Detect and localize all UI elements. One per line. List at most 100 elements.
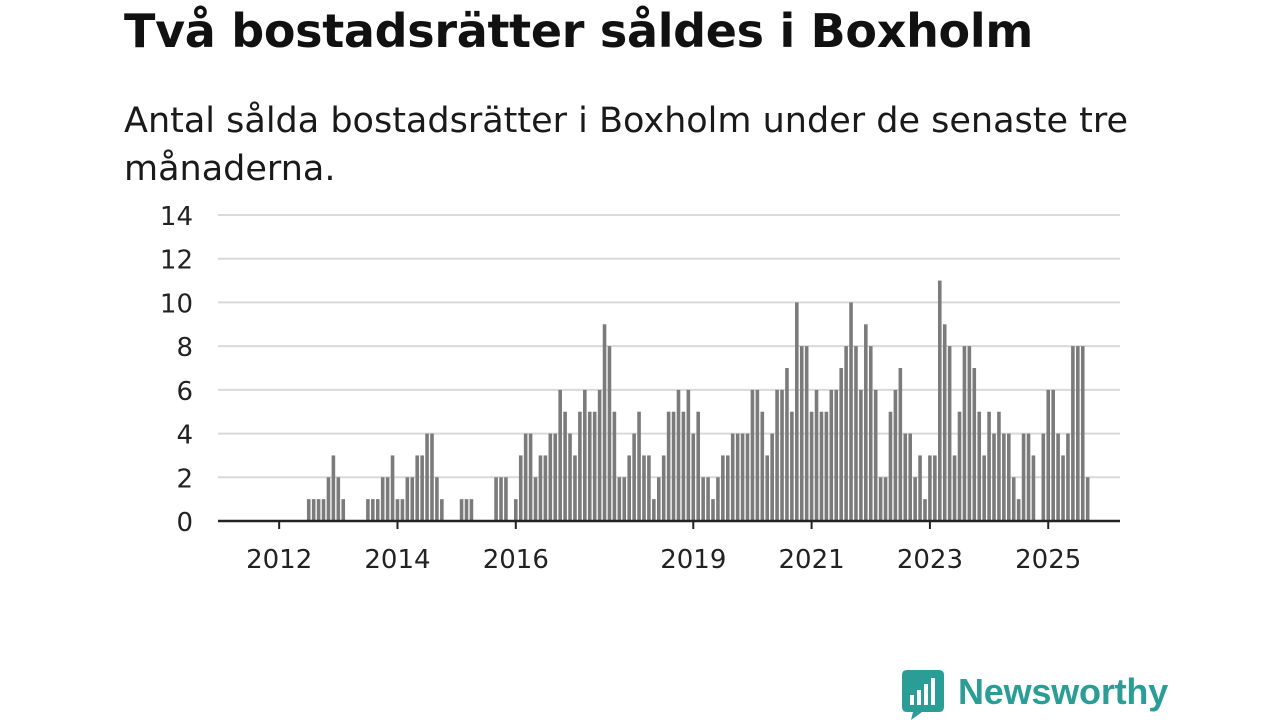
bar bbox=[563, 411, 567, 521]
bar bbox=[632, 433, 636, 521]
bar bbox=[873, 389, 878, 521]
bar bbox=[622, 477, 627, 521]
bar bbox=[864, 324, 868, 521]
bar bbox=[834, 389, 839, 521]
bar bbox=[642, 455, 646, 521]
bar bbox=[1011, 477, 1016, 521]
bar bbox=[1026, 433, 1031, 521]
chart-subtitle: Antal sålda bostadsrätter i Boxholm unde… bbox=[124, 101, 1129, 189]
bar bbox=[888, 411, 893, 521]
bar bbox=[425, 433, 429, 521]
bar bbox=[415, 455, 419, 521]
y-tick-label: 8 bbox=[176, 333, 193, 363]
bar bbox=[405, 477, 410, 521]
bar bbox=[430, 433, 434, 521]
bar bbox=[366, 499, 370, 521]
bar bbox=[903, 433, 908, 521]
bar bbox=[957, 411, 962, 521]
bar bbox=[780, 389, 784, 521]
bar bbox=[972, 368, 977, 521]
x-tick-label: 2014 bbox=[364, 545, 430, 575]
bar bbox=[799, 346, 804, 521]
bar bbox=[1051, 389, 1055, 521]
bar bbox=[785, 368, 789, 521]
bar bbox=[735, 433, 740, 521]
bar bbox=[839, 368, 843, 521]
bar bbox=[859, 389, 863, 521]
bar bbox=[420, 455, 424, 521]
bar bbox=[1066, 433, 1070, 521]
bar bbox=[1071, 346, 1075, 521]
bar bbox=[676, 389, 681, 521]
bar bbox=[1080, 346, 1085, 521]
bar bbox=[721, 455, 725, 521]
bar bbox=[637, 411, 641, 521]
bar bbox=[578, 411, 582, 521]
bar bbox=[548, 433, 553, 521]
bar bbox=[898, 368, 903, 521]
bar bbox=[883, 477, 888, 521]
bar bbox=[933, 455, 937, 521]
bar bbox=[617, 477, 622, 521]
bar bbox=[740, 433, 745, 521]
bar bbox=[504, 477, 508, 521]
bar bbox=[730, 433, 735, 521]
bar bbox=[977, 411, 982, 521]
data-label-highlight: 2 bbox=[1115, 0, 1130, 6]
bar bbox=[341, 499, 346, 521]
bar bbox=[893, 389, 898, 521]
brand-name[interactable]: Newsworthy bbox=[958, 671, 1169, 712]
bar bbox=[306, 499, 311, 521]
bar bbox=[518, 455, 523, 521]
bar bbox=[336, 477, 341, 521]
bar bbox=[1031, 455, 1036, 521]
bar bbox=[400, 499, 405, 521]
bar bbox=[686, 389, 691, 521]
x-axis-ticks: 2012 2014 2016 2019 2021 2023 2025 bbox=[246, 521, 1081, 575]
data-labels: 2 bbox=[1108, 0, 1137, 14]
bar bbox=[326, 477, 331, 521]
bar bbox=[765, 455, 770, 521]
bar bbox=[849, 302, 853, 521]
bar bbox=[558, 389, 562, 521]
bar bbox=[775, 389, 779, 521]
bar bbox=[612, 411, 617, 521]
bar bbox=[647, 455, 651, 521]
bar bbox=[499, 477, 503, 521]
bar bbox=[533, 477, 538, 521]
bar bbox=[770, 433, 774, 521]
bar bbox=[435, 477, 439, 521]
y-tick-label: 4 bbox=[176, 421, 193, 451]
bar bbox=[543, 455, 548, 521]
bar bbox=[701, 477, 705, 521]
bar bbox=[790, 411, 794, 521]
bar bbox=[671, 411, 676, 521]
bar bbox=[691, 433, 696, 521]
bar bbox=[440, 499, 444, 521]
bar bbox=[375, 499, 380, 521]
bar bbox=[725, 455, 730, 521]
y-tick-label: 2 bbox=[176, 464, 193, 494]
bar bbox=[587, 411, 592, 521]
bar bbox=[760, 411, 765, 521]
bar bbox=[583, 389, 587, 521]
bar bbox=[795, 302, 799, 521]
bar bbox=[923, 499, 927, 521]
bar bbox=[459, 499, 464, 521]
bar bbox=[942, 324, 947, 521]
bar bbox=[371, 499, 375, 521]
bar bbox=[982, 455, 986, 521]
bar bbox=[952, 455, 957, 521]
x-tick-label: 2025 bbox=[1015, 545, 1081, 575]
chart-title: Två bostadsrätter såldes i Boxholm bbox=[124, 4, 1033, 58]
bar bbox=[1076, 346, 1080, 521]
bar bbox=[380, 477, 385, 521]
bar bbox=[666, 411, 671, 521]
y-tick-label: 12 bbox=[160, 246, 193, 276]
bar bbox=[824, 411, 829, 521]
bar bbox=[597, 389, 602, 521]
bar bbox=[469, 499, 474, 521]
bar bbox=[602, 324, 607, 521]
bar bbox=[804, 346, 809, 521]
